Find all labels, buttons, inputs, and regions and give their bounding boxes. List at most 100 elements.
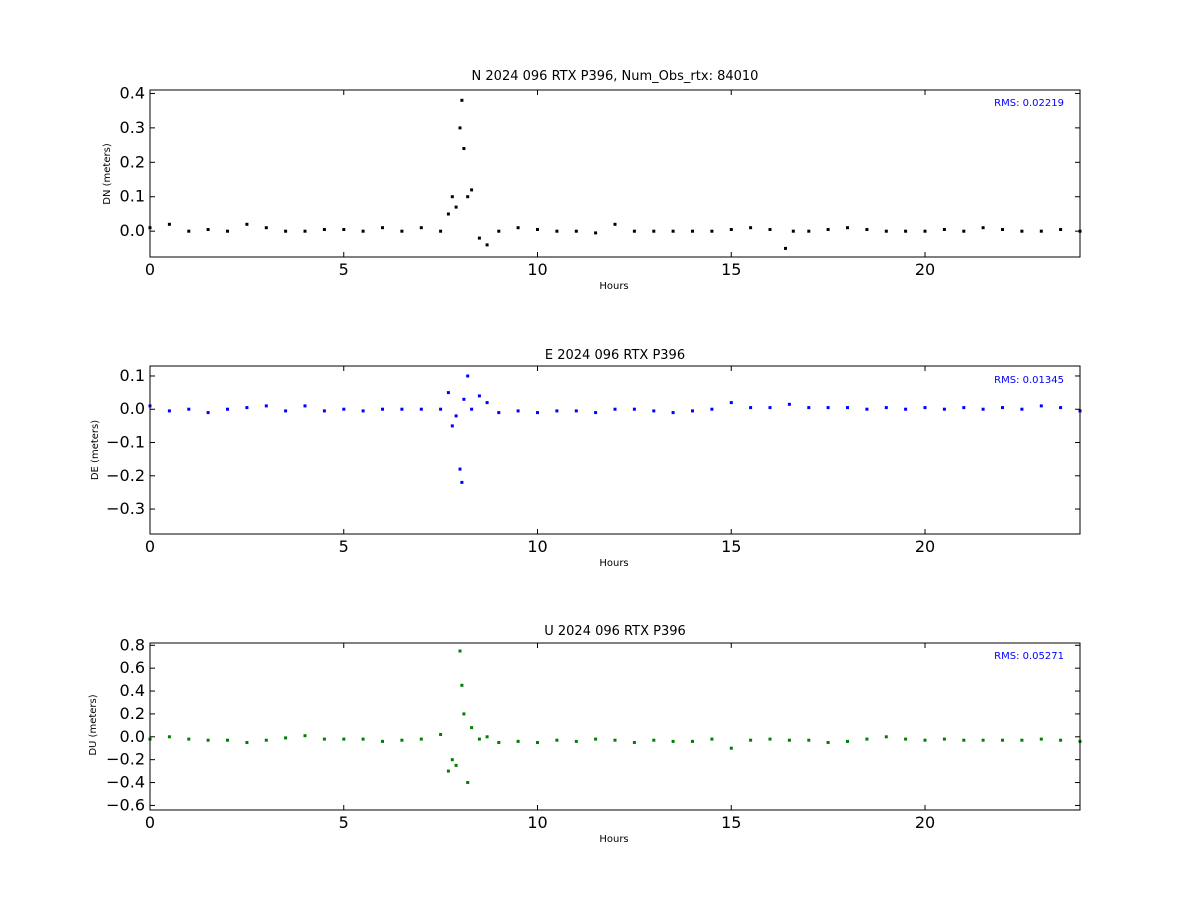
data-point: [536, 741, 539, 744]
data-point: [613, 407, 617, 411]
data-point: [574, 229, 578, 233]
data-point: [381, 739, 384, 743]
x-axis-label: Hours: [599, 834, 628, 845]
data-point: [555, 229, 559, 233]
data-point: [632, 741, 636, 744]
data-point: [206, 411, 210, 415]
y-tick-label: 0.0: [120, 399, 145, 418]
data-point: [516, 739, 520, 743]
chart-title: E 2024 096 RTX P396: [545, 348, 685, 363]
x-tick-label: 5: [339, 537, 349, 556]
data-point: [454, 414, 458, 418]
data-point: [613, 222, 617, 226]
y-tick-label: 0.8: [120, 635, 145, 654]
plot-frame: [149, 642, 1081, 811]
data-point: [361, 409, 365, 413]
data-point: [400, 229, 404, 233]
y-tick-label: 0.4: [120, 681, 145, 700]
data-point: [419, 226, 423, 230]
data-point: [284, 736, 288, 740]
data-point: [1039, 229, 1043, 233]
x-tick-label: 10: [527, 537, 547, 556]
data-point: [458, 467, 462, 471]
data-point: [594, 411, 598, 415]
y-tick-label: 0.2: [120, 704, 145, 723]
x-tick-label: 20: [915, 260, 935, 279]
data-point: [865, 228, 869, 231]
x-tick-label: 10: [527, 260, 547, 279]
data-point: [555, 409, 559, 413]
data-point: [206, 228, 210, 231]
data-point: [691, 229, 694, 233]
y-tick-label: −0.2: [106, 466, 145, 485]
data-point: [485, 735, 489, 739]
data-point: [749, 226, 753, 230]
y-tick-label: 0.1: [120, 187, 145, 206]
data-point: [942, 737, 946, 741]
data-point: [1039, 404, 1043, 408]
data-point: [807, 738, 811, 742]
x-tick-label: 5: [339, 813, 349, 832]
data-point: [671, 229, 675, 233]
data-point: [710, 407, 714, 411]
data-point: [284, 409, 288, 413]
data-point: [846, 406, 849, 410]
data-point: [361, 229, 365, 233]
x-tick-label: 20: [915, 813, 935, 832]
data-point: [303, 734, 307, 738]
data-point: [458, 649, 462, 653]
data-point: [264, 738, 268, 742]
data-point: [458, 126, 462, 130]
data-point: [846, 226, 849, 230]
data-point: [419, 407, 423, 411]
data-point: [807, 229, 811, 233]
data-point: [555, 738, 559, 742]
data-point: [826, 406, 830, 410]
data-point: [303, 404, 307, 408]
data-point: [187, 229, 191, 233]
data-marks: [148, 98, 1082, 250]
data-point: [167, 222, 171, 226]
data-point: [1001, 228, 1004, 231]
data-point: [322, 737, 326, 741]
panel-u: U 2024 096 RTX P396 DU (meters) Hours RM…: [88, 624, 1082, 845]
data-point: [226, 407, 229, 411]
chart-title: U 2024 096 RTX P396: [544, 624, 686, 639]
data-point: [923, 406, 927, 410]
data-point: [981, 226, 985, 230]
data-point: [768, 228, 772, 231]
data-point: [322, 409, 326, 413]
data-point: [167, 735, 171, 739]
data-point: [536, 228, 539, 231]
data-point: [470, 407, 474, 411]
data-point: [439, 229, 443, 233]
data-point: [226, 738, 229, 742]
data-point: [574, 739, 578, 743]
data-point: [462, 712, 466, 716]
data-point: [450, 195, 454, 199]
x-tick-label: 0: [145, 260, 155, 279]
data-point: [303, 229, 307, 233]
data-point: [460, 98, 464, 102]
data-point: [652, 409, 656, 413]
panel-n: N 2024 096 RTX P396, Num_Obs_rtx: 84010 …: [102, 69, 1082, 292]
data-point: [904, 229, 908, 233]
y-tick-label: 0.4: [120, 83, 145, 102]
y-tick-label: 0.6: [120, 658, 145, 677]
data-point: [865, 737, 869, 741]
y-tick-label: −0.3: [106, 499, 145, 518]
data-point: [446, 391, 450, 395]
data-point: [446, 769, 450, 773]
data-point: [884, 735, 888, 739]
data-point: [462, 147, 466, 150]
x-tick-label: 0: [145, 537, 155, 556]
data-point: [439, 733, 443, 736]
x-tick-label: 20: [915, 537, 935, 556]
x-ticks: 0 5 10 15 20: [145, 643, 935, 832]
data-point: [322, 228, 326, 231]
data-point: [342, 407, 346, 411]
data-point: [923, 738, 927, 742]
data-point: [942, 228, 946, 231]
data-point: [439, 407, 443, 411]
